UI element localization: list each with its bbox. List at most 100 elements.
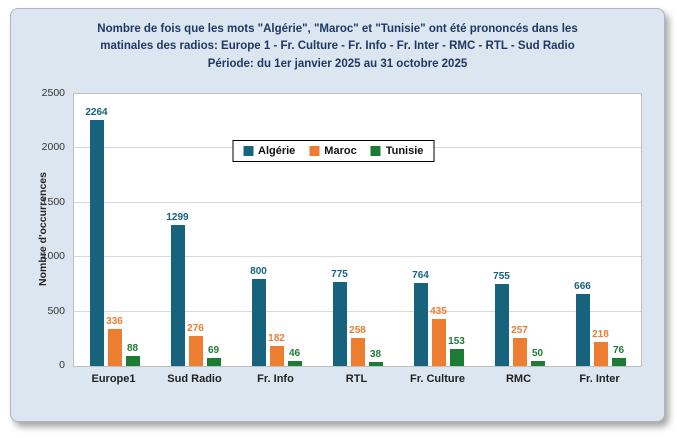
bar-value-label: 666 — [574, 281, 591, 292]
x-category-label: Fr. Culture — [409, 373, 465, 385]
bar-group: 2264 336 88 — [74, 94, 155, 366]
bar-value-label: 153 — [448, 336, 465, 347]
bar-value-label: 435 — [430, 306, 447, 317]
legend-label: Algérie — [258, 145, 296, 157]
bar — [494, 284, 509, 366]
gridline — [74, 201, 641, 203]
bar — [431, 319, 446, 366]
x-category-label: Sud Radio — [167, 373, 222, 385]
bar-group: 1299 276 69 — [155, 94, 236, 366]
bar-value-label: 764 — [412, 270, 429, 281]
chart-title-line-1: Nombre de fois que les mots "Algérie", "… — [97, 23, 578, 35]
legend-item: Algérie — [243, 145, 295, 157]
legend-label: Tunisie — [385, 145, 424, 157]
bar — [188, 336, 203, 366]
bar — [350, 338, 365, 366]
bar-value-label: 2264 — [85, 107, 108, 118]
bar-with-label: 336 — [106, 316, 123, 366]
bar-with-label: 46 — [287, 348, 302, 366]
bar-with-label: 88 — [125, 343, 140, 366]
chart-card: Nombre de fois que les mots "Algérie", "… — [10, 8, 665, 422]
bar-with-label: 218 — [592, 329, 609, 366]
bar — [530, 361, 545, 366]
bar-with-label: 69 — [206, 345, 221, 366]
x-axis-category-labels: Europe1 Sud Radio Fr. Info RTL Fr. Culture RM… — [73, 373, 640, 385]
bar-group: 764 435 153 — [398, 94, 479, 366]
plot-outer: 0 500 1000 1500 2000 2500 2264 336 88 1299 276 69 8… — [42, 87, 642, 371]
bar-with-label: 800 — [250, 266, 267, 366]
bar — [593, 342, 608, 366]
bar-with-label: 775 — [331, 269, 348, 366]
bar — [413, 283, 428, 366]
bar-with-label: 76 — [611, 345, 626, 366]
bar-value-label: 88 — [126, 343, 139, 354]
y-axis-ticks: 0 500 1000 1500 2000 2500 — [31, 87, 69, 371]
bar-group: 775 258 38 — [317, 94, 398, 366]
bar — [611, 358, 626, 366]
y-tick-label: 0 — [59, 359, 65, 371]
bar — [251, 279, 266, 366]
bar-group: 755 257 50 — [479, 94, 560, 366]
bar-value-label: 800 — [250, 266, 267, 277]
plot-area: 2264 336 88 1299 276 69 800 182 46 775 258 38 764 435… — [73, 93, 642, 367]
bar-value-label: 69 — [207, 345, 220, 356]
gridline — [74, 310, 641, 312]
legend-swatch — [243, 146, 254, 156]
bar — [206, 358, 221, 366]
bar-value-label: 76 — [612, 345, 625, 356]
bar-value-label: 257 — [511, 325, 528, 336]
legend-swatch — [370, 146, 381, 156]
bar — [332, 282, 347, 366]
bar-value-label: 182 — [268, 333, 285, 344]
bar — [575, 294, 590, 366]
chart-title: Nombre de fois que les mots "Algérie", "… — [11, 21, 664, 73]
bar-value-label: 38 — [369, 349, 382, 360]
legend-item: Tunisie — [370, 145, 424, 157]
bar-value-label: 1299 — [166, 212, 189, 223]
x-category-label: RMC — [505, 373, 532, 385]
legend-swatch — [309, 146, 320, 156]
bar-value-label: 276 — [187, 323, 204, 334]
bar-with-label: 276 — [187, 323, 204, 366]
bar-with-label: 182 — [268, 333, 285, 366]
bar — [170, 225, 185, 366]
bar-with-label: 50 — [530, 348, 545, 366]
bar-value-label: 46 — [288, 348, 301, 359]
bar-with-label: 2264 — [85, 107, 108, 366]
y-tick-label: 2000 — [41, 141, 65, 154]
chart-title-line-3: Période: du 1er janvier 2025 au 31 octob… — [207, 57, 468, 70]
x-category-label: Fr. Info — [257, 373, 294, 385]
bar — [125, 356, 140, 366]
bar-value-label: 775 — [331, 269, 348, 280]
bar-with-label: 755 — [493, 271, 510, 366]
chart-title-line-2: matinales des radios: Europe 1 - Fr. Cul… — [100, 40, 575, 53]
bar — [512, 338, 527, 366]
bar — [287, 361, 302, 366]
y-tick-label: 1500 — [41, 195, 65, 208]
legend-item: Maroc — [309, 145, 357, 157]
x-category-label: Europe1 — [91, 373, 136, 385]
gridline — [74, 256, 641, 258]
bar-value-label: 258 — [349, 325, 366, 336]
bar-value-label: 50 — [531, 348, 544, 359]
bar-group: 666 218 76 — [560, 94, 641, 366]
bar-groups: 2264 336 88 1299 276 69 800 182 46 775 258 38 764 435… — [74, 94, 641, 366]
bar-with-label: 764 — [412, 270, 429, 366]
bar-value-label: 336 — [106, 316, 123, 327]
bar-with-label: 258 — [349, 325, 366, 366]
legend: Algérie Maroc Tunisie — [232, 140, 435, 162]
bar-with-label: 666 — [574, 281, 591, 366]
legend-label: Maroc — [324, 145, 357, 157]
x-category-label: RTL — [345, 373, 368, 385]
bar-value-label: 755 — [493, 271, 510, 282]
chart-region: Nombre d'occurrences 0 500 1000 1500 2000 250… — [25, 83, 648, 415]
bar — [107, 329, 122, 366]
bar-value-label: 218 — [592, 329, 609, 340]
x-category-label: Fr. Inter — [579, 373, 620, 385]
bar-with-label: 1299 — [166, 212, 189, 366]
y-tick-label: 500 — [47, 304, 65, 317]
bar — [89, 120, 104, 366]
bar — [449, 349, 464, 366]
bar-with-label: 153 — [448, 336, 465, 366]
y-tick-label: 2500 — [41, 87, 65, 99]
